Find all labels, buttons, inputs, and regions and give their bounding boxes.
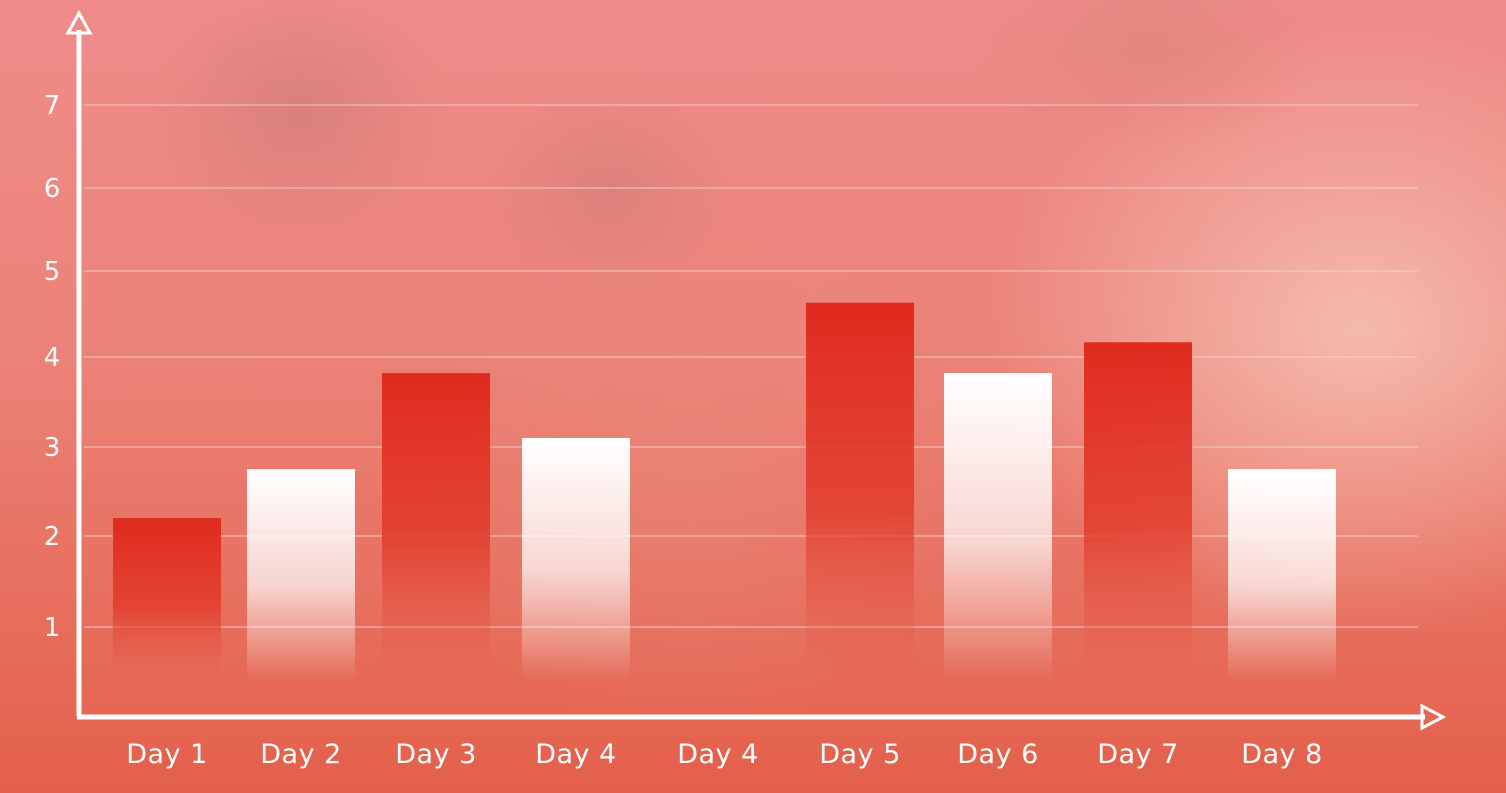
axes — [65, 9, 1447, 731]
x-category-label: Day 1 — [126, 739, 208, 770]
bar-7 — [944, 373, 1052, 680]
bar-2 — [247, 469, 355, 680]
x-category-label: Day 4 — [535, 739, 617, 770]
y-tick-label: 6 — [44, 174, 61, 204]
x-category-label: Day 8 — [1241, 739, 1323, 770]
bar-3 — [382, 373, 490, 680]
x-category-label: Day 5 — [819, 739, 901, 770]
y-tick-label: 3 — [44, 433, 61, 463]
bar-9 — [1228, 469, 1336, 680]
bar-1 — [113, 518, 221, 680]
x-axis-arrow-icon — [1420, 703, 1447, 731]
x-category-label: Day 3 — [395, 739, 477, 770]
x-category-label: Day 7 — [1097, 739, 1179, 770]
y-tick-label: 5 — [44, 257, 61, 287]
bar-6 — [806, 302, 914, 680]
y-tick-labels: 1 2 3 4 5 6 7 — [44, 91, 61, 643]
x-category-labels: Day 1 Day 2 Day 3 Day 4 Day 4 Day 5 Day 6 Day 7… — [126, 739, 1323, 770]
bar-4 — [522, 438, 630, 680]
bar-8 — [1084, 342, 1192, 680]
y-tick-label: 2 — [44, 522, 61, 552]
x-category-label: Day 4 — [677, 739, 759, 770]
y-tick-label: 1 — [44, 613, 61, 643]
x-category-label: Day 6 — [957, 739, 1039, 770]
y-tick-label: 7 — [44, 91, 61, 121]
bars — [113, 302, 1336, 680]
y-tick-label: 4 — [44, 343, 61, 373]
y-axis-arrow-icon — [65, 9, 93, 35]
x-category-label: Day 2 — [260, 739, 342, 770]
